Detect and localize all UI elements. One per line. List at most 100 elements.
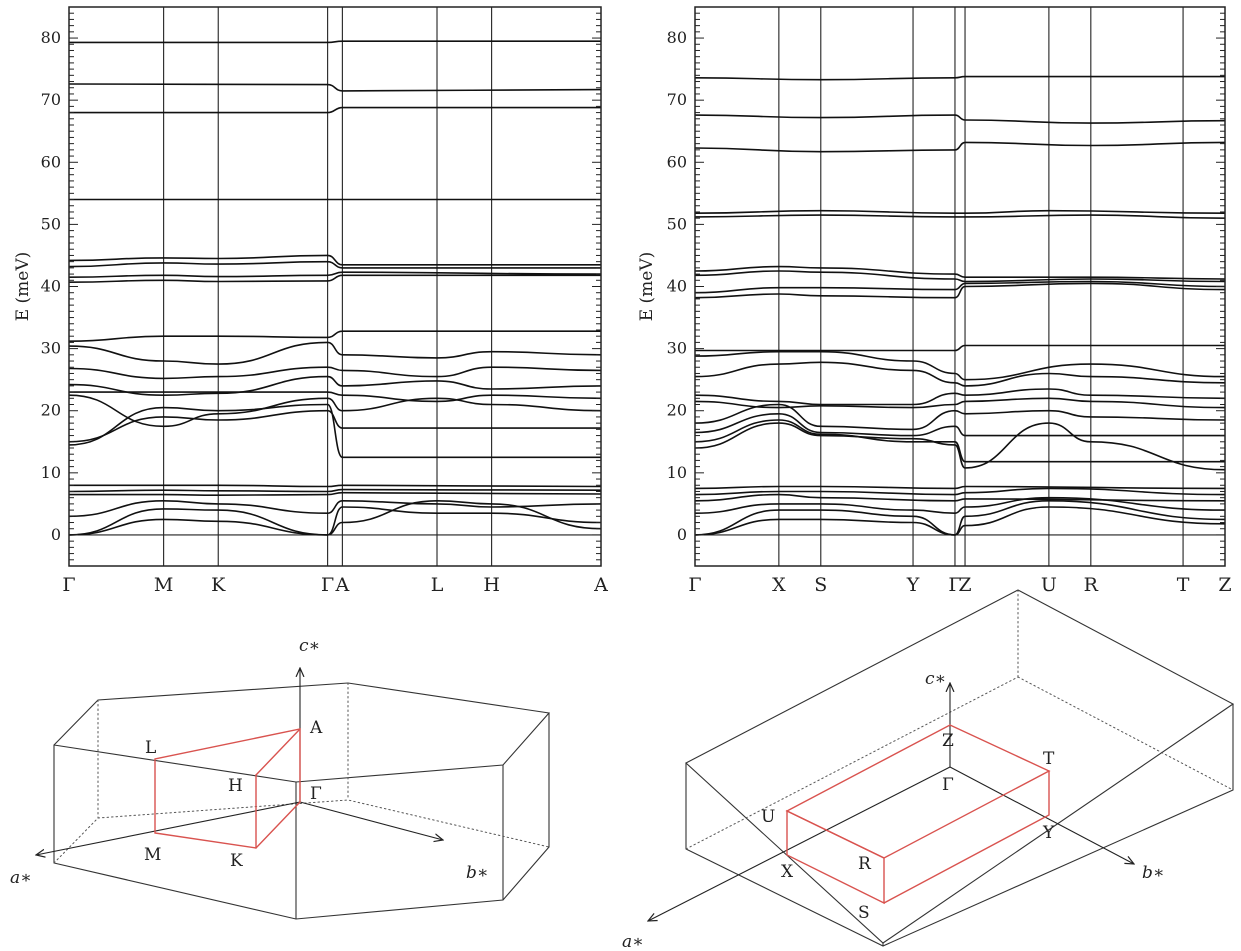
phonon-branch <box>68 409 601 443</box>
phonon-branch <box>68 83 602 92</box>
phonon-branches <box>68 40 602 536</box>
zone-edges <box>685 589 1235 947</box>
phonon-branch <box>694 403 1226 431</box>
phonon-branch <box>694 75 1225 81</box>
phonon-branch <box>694 270 1226 283</box>
phonon-branch <box>69 491 602 497</box>
bz-label-M: M <box>144 845 161 865</box>
bz-axis-label-a-star: a∗ <box>10 868 32 888</box>
y-tick-label: 60 <box>41 152 61 171</box>
phonon-branch <box>68 260 601 269</box>
bz-axis-label-b-star: b∗ <box>1142 863 1164 883</box>
phonon-branch <box>694 422 1226 471</box>
bz-label-S: S <box>858 903 870 923</box>
y-axis-label: E (meV) <box>637 252 657 322</box>
phonon-branch <box>68 506 602 536</box>
kpoint-label: S <box>814 574 827 596</box>
bz-label-Gamma: Γ <box>310 784 322 804</box>
y-tick-label: 80 <box>667 28 687 47</box>
y-tick-label: 30 <box>41 339 61 358</box>
kpoint-label: Γ <box>62 574 75 596</box>
bz-label-R: R <box>858 854 872 874</box>
b-star-axis <box>299 801 443 840</box>
kpoint-label: Y <box>906 574 920 596</box>
kpoint-label: Z <box>1218 574 1231 596</box>
hexagonal-brillouin-zone: L A H Γ M K c∗ a∗ b∗ <box>10 636 551 920</box>
phonon-branch <box>68 375 602 397</box>
bz-axis-label-c-star: c∗ <box>925 669 946 689</box>
phonon-branch <box>68 330 601 342</box>
phonon-branch <box>694 361 1226 387</box>
b-star-axis <box>949 766 1134 864</box>
y-axis-ticks: 0 10 20 30 40 50 60 70 80 <box>41 6 601 567</box>
y-tick-label: 70 <box>667 90 687 109</box>
phonon-branch <box>694 493 1226 502</box>
bz-label-L: L <box>145 738 156 758</box>
a-star-axis <box>648 766 951 921</box>
y-tick-label: 40 <box>667 277 687 296</box>
phonon-branch <box>694 499 1226 536</box>
kpoint-label: U <box>1041 574 1057 596</box>
bz-label-X: X <box>781 862 794 882</box>
y-tick-label: 0 <box>51 525 61 544</box>
bz-label-K: K <box>230 851 243 871</box>
y-tick-label: 50 <box>41 214 61 233</box>
phonon-branch <box>69 106 601 114</box>
kpoint-label: Γ <box>321 574 334 596</box>
kpoint-label: L <box>431 574 444 596</box>
phonon-branch <box>69 391 602 403</box>
phonon-branch <box>694 114 1226 124</box>
high-symmetry-path <box>154 728 301 849</box>
orthorhombic-brillouin-zone: Z T Γ U Y X R S c∗ b∗ a∗ <box>622 589 1235 951</box>
kpoint-label: X <box>772 574 786 596</box>
kpoint-separators <box>695 7 1225 566</box>
phonon-branch <box>694 209 1226 214</box>
bz-label-T: T <box>1043 749 1055 769</box>
phonon-branch <box>695 344 1225 352</box>
phonon-branch <box>694 280 1226 294</box>
kpoint-label: M <box>154 574 173 596</box>
kpoint-label: H <box>483 574 500 596</box>
y-tick-label: 10 <box>41 463 61 482</box>
phonon-branch <box>694 282 1226 299</box>
plot-frame <box>694 6 1226 567</box>
y-tick-label: 50 <box>667 214 687 233</box>
plot-frame <box>68 6 602 567</box>
phonon-branch <box>68 40 601 44</box>
bz-axis-label-c-star: c∗ <box>299 636 320 656</box>
phonon-branch <box>694 388 1226 406</box>
high-symmetry-path-ha <box>255 728 301 776</box>
phonon-branch <box>694 496 1226 515</box>
phonon-branch <box>68 254 601 266</box>
zone-hidden-edges <box>53 682 550 864</box>
y-tick-label: 10 <box>667 463 687 482</box>
bz-label-U: U <box>761 807 775 827</box>
y-tick-label: 20 <box>41 401 61 420</box>
kpoint-label: Γ <box>948 574 961 596</box>
bz-label-H: H <box>228 776 243 796</box>
phonon-branch <box>68 271 602 278</box>
y-tick-label: 60 <box>667 152 687 171</box>
y-tick-label: 80 <box>41 28 61 47</box>
zone-hidden-edges <box>685 589 1234 850</box>
y-axis-ticks: 0 10 20 30 40 50 60 70 80 <box>667 6 1225 567</box>
phonon-branch <box>68 403 601 459</box>
a-star-axis <box>36 801 301 855</box>
kpoint-label: A <box>335 574 350 596</box>
bz-label-Y: Y <box>1042 823 1055 843</box>
kpoint-label: T <box>1177 574 1190 596</box>
phonon-branch <box>694 506 1226 536</box>
phonon-branch <box>694 412 1225 437</box>
y-tick-label: 0 <box>677 525 687 544</box>
high-symmetry-path <box>785 724 1051 905</box>
y-tick-label: 40 <box>41 277 61 296</box>
phonon-branch <box>68 488 602 493</box>
phonon-branch <box>69 484 602 488</box>
kpoint-labels: Γ X S Y ΓZ U R T Z <box>688 574 1231 596</box>
zone-edges <box>53 682 551 920</box>
phonon-branch <box>694 487 1226 496</box>
